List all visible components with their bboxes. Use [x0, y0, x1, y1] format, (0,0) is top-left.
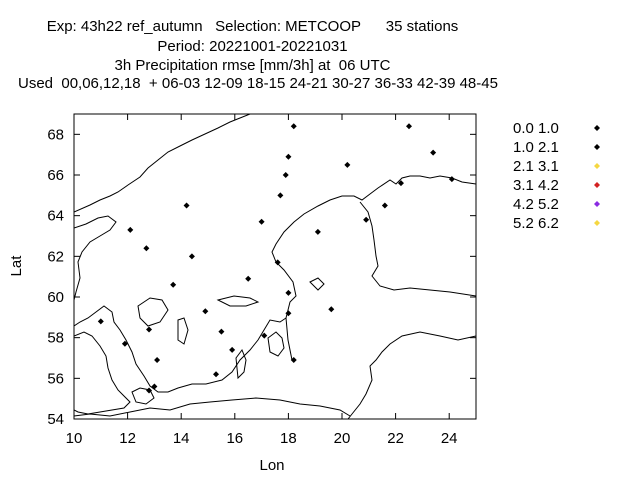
- station-point: [121, 340, 128, 347]
- sweden-south-coast: [74, 305, 287, 393]
- station-point: [285, 153, 292, 160]
- legend-marker: [594, 201, 600, 207]
- station-point: [143, 245, 150, 252]
- station-point: [202, 308, 209, 315]
- station-point: [213, 371, 220, 378]
- baltic-east-coast: [347, 331, 476, 419]
- station-point: [430, 149, 437, 156]
- station-point: [261, 332, 268, 339]
- lake-malaren: [216, 295, 260, 307]
- station-point: [406, 123, 412, 130]
- station-point: [277, 192, 284, 199]
- gotland-island: [267, 331, 285, 357]
- legend-label: 4.2 5.2: [513, 196, 559, 213]
- x-tick-label: 10: [66, 430, 83, 447]
- x-tick-label: 16: [226, 430, 243, 447]
- title-line-3: 3h Precipitation rmse [mm/3h] at 06 UTC: [114, 57, 391, 74]
- station-point: [183, 202, 190, 209]
- x-axis-label: Lon: [259, 457, 284, 474]
- lake-vattern: [177, 317, 189, 345]
- legend-label: 5.2 6.2: [513, 215, 559, 232]
- station-point: [188, 253, 195, 260]
- y-tick-label: 54: [47, 411, 64, 428]
- coastline-outlines: [74, 114, 476, 419]
- station-point: [127, 226, 134, 233]
- station-point: [448, 176, 455, 183]
- norway-coastline-south: [74, 215, 117, 301]
- y-tick-label: 68: [47, 126, 64, 143]
- y-tick-label: 64: [47, 208, 64, 225]
- norway-coastline: [74, 114, 251, 213]
- station-points: [97, 123, 455, 394]
- station-point: [381, 202, 388, 209]
- title-line-1: Exp: 43h22 ref_autumn Selection: METCOOP…: [46, 18, 459, 35]
- station-point: [285, 289, 292, 296]
- denmark-coastline: [74, 331, 131, 415]
- station-point: [258, 218, 265, 225]
- title-line-4: Used 00,06,12,18 + 06-03 12-09 18-15 24-…: [18, 75, 498, 92]
- station-point: [151, 383, 158, 390]
- plot-frame: [73, 113, 477, 420]
- title-line-2: Period: 20221001-20221031: [157, 38, 348, 55]
- x-tick-labels: 10 12 14 16 18 20 22 24: [66, 430, 458, 447]
- station-point: [314, 228, 321, 235]
- x-tick-label: 24: [441, 430, 458, 447]
- station-point: [285, 310, 292, 317]
- oland-island: [235, 348, 247, 380]
- station-point: [245, 275, 252, 282]
- station-point: [146, 326, 153, 333]
- station-point: [328, 306, 335, 313]
- y-axis-label: Lat: [8, 255, 25, 277]
- legend-marker: [594, 182, 600, 188]
- y-tick-label: 56: [47, 370, 64, 387]
- station-point: [344, 161, 351, 168]
- x-tick-label: 22: [387, 430, 404, 447]
- legend-label: 2.1 3.1: [513, 158, 559, 175]
- legend-label: 0.0 1.0: [513, 120, 559, 137]
- y-tick-label: 66: [47, 167, 64, 184]
- station-point: [170, 281, 177, 288]
- station-point: [282, 172, 289, 178]
- y-tick-label: 58: [47, 330, 64, 347]
- aland-islands: [309, 277, 325, 291]
- finland-coast: [359, 201, 476, 297]
- legend: 0.0 1.0 1.0 2.1 2.1 3.1 3.1 4.2 4.2 5.2 5.2 6…: [513, 120, 600, 232]
- axis-ticks: [73, 114, 476, 420]
- x-tick-label: 12: [119, 430, 136, 447]
- y-tick-label: 60: [47, 289, 64, 306]
- x-tick-label: 18: [280, 430, 297, 447]
- legend-marker: [594, 144, 600, 150]
- legend-label: 1.0 2.1: [513, 139, 559, 156]
- legend-marker: [594, 163, 600, 169]
- legend-marker: [594, 220, 600, 226]
- station-point: [218, 328, 225, 335]
- legend-marker: [594, 125, 600, 131]
- y-tick-label: 62: [47, 248, 64, 265]
- station-point: [397, 180, 404, 187]
- legend-label: 3.1 4.2: [513, 177, 559, 194]
- gulf-of-bothnia-coast: [271, 175, 476, 361]
- x-tick-label: 20: [334, 430, 351, 447]
- station-point: [363, 216, 370, 223]
- lake-vanern: [137, 297, 169, 327]
- station-point: [290, 123, 297, 130]
- y-tick-labels: 54 56 58 60 62 64 66 68: [47, 126, 64, 428]
- x-tick-label: 14: [173, 430, 190, 447]
- station-point: [146, 387, 153, 394]
- station-point: [229, 346, 236, 353]
- germany-coast: [74, 397, 351, 417]
- station-point: [154, 357, 161, 364]
- station-point: [290, 357, 297, 364]
- station-point: [274, 259, 281, 266]
- station-point: [97, 318, 104, 325]
- danish-islands: [131, 387, 155, 405]
